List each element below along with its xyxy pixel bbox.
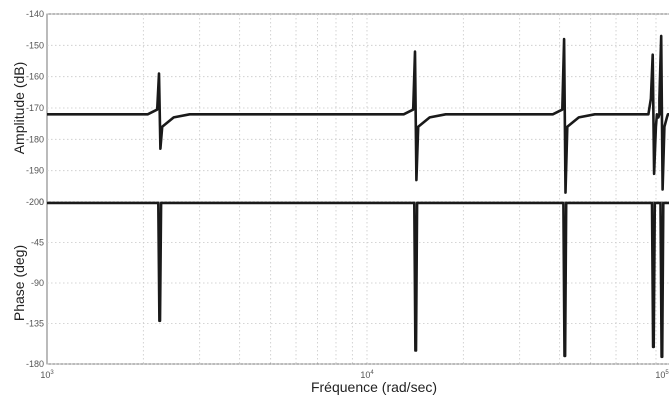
phase-curve — [47, 201, 669, 359]
amp-tick-label: -140 — [26, 9, 44, 19]
amplitude-panel: -140 -150 -160 -170 -180 -190 -200 Ampli… — [11, 9, 669, 207]
x-axis-ticks: 103 104 105 — [40, 370, 669, 380]
phase-y-ticks: 0 -45 -90 -135 -180 — [26, 197, 44, 369]
amp-tick-label: -150 — [26, 40, 44, 50]
x-tick-label: 103 — [40, 370, 54, 380]
phase-tick-label: -90 — [31, 278, 44, 288]
amp-tick-label: -160 — [26, 72, 44, 82]
amplitude-y-axis-label: Amplitude (dB) — [11, 62, 27, 155]
amp-tick-label: -200 — [26, 197, 44, 207]
phase-tick-label: -135 — [26, 319, 44, 329]
phase-tick-label: -45 — [31, 238, 44, 248]
x-tick-label: 104 — [360, 370, 374, 380]
amp-tick-label: -190 — [26, 166, 44, 176]
amp-tick-label: -170 — [26, 103, 44, 113]
x-tick-label: 105 — [655, 370, 669, 380]
amp-tick-label: -180 — [26, 134, 44, 144]
phase-tick-label: 0 — [39, 197, 44, 207]
amplitude-curve — [47, 34, 669, 194]
phase-y-axis-label: Phase (deg) — [11, 245, 27, 321]
amplitude-y-ticks: -140 -150 -160 -170 -180 -190 -200 — [26, 9, 44, 207]
phase-panel: 0 -45 -90 -135 -180 Phase (deg) — [11, 197, 669, 369]
x-axis-label: Fréquence (rad/sec) — [311, 379, 437, 395]
phase-tick-label: -180 — [26, 359, 44, 369]
